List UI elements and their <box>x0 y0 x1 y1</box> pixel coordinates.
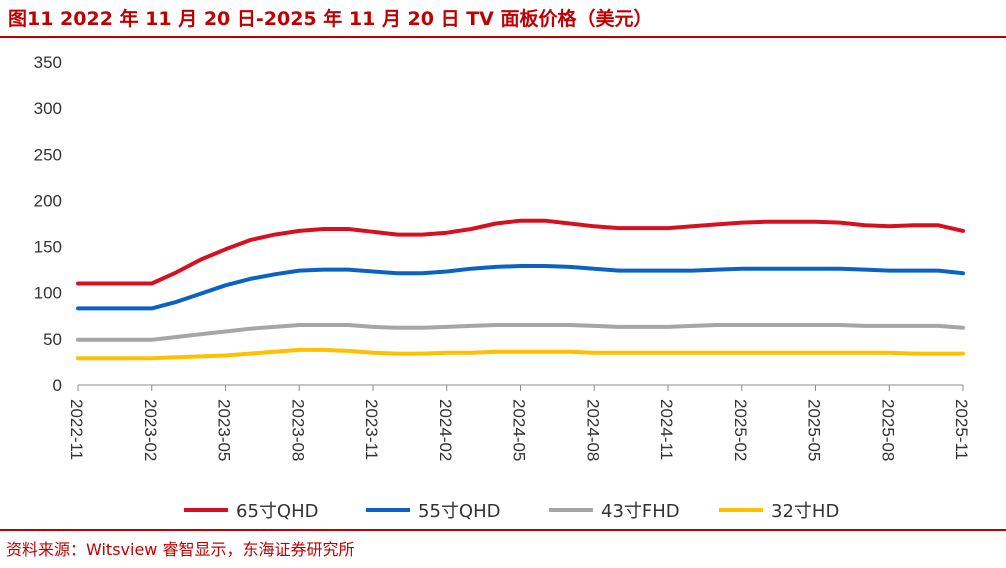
y-tick-label: 250 <box>34 145 62 164</box>
y-tick-label: 350 <box>34 53 62 72</box>
legend-label: 55寸QHD <box>418 501 500 522</box>
legend: 65寸QHD 55寸QHD 43寸FHD 32寸HD <box>184 501 839 522</box>
series-line <box>76 347 965 361</box>
legend-label: 43寸FHD <box>601 501 680 522</box>
legend-label: 65寸QHD <box>236 501 318 522</box>
y-tick-label: 200 <box>34 191 62 210</box>
top-rule <box>0 36 1006 38</box>
x-tick-label: 2022-11 <box>67 399 86 460</box>
source-note: 资料来源：Witsview 睿智显示，东海证券研究所 <box>6 540 355 559</box>
bottom-rule <box>0 529 1006 531</box>
y-tick-label: 100 <box>34 284 62 303</box>
x-tick-label: 2024-08 <box>583 399 602 461</box>
series-line <box>76 323 965 342</box>
x-tick-label: 2024-05 <box>510 399 529 461</box>
series-line <box>76 264 965 311</box>
x-tick-label: 2024-11 <box>657 399 676 460</box>
x-tick-label: 2025-05 <box>805 399 824 461</box>
x-tick-label: 2025-08 <box>878 399 897 461</box>
y-tick-label: 0 <box>53 376 62 395</box>
series-line <box>76 218 965 286</box>
x-tick-label: 2024-02 <box>436 399 455 461</box>
y-tick-label: 50 <box>43 330 62 349</box>
legend-label: 32寸HD <box>771 501 839 522</box>
x-axis: 2022-11 2023-02 2023-05 2023-08 2023-11 2024-… <box>67 384 971 461</box>
y-axis: 0 50 100 150 200 250 300 350 <box>34 53 62 395</box>
x-tick-label: 2023-08 <box>288 399 307 461</box>
x-tick-label: 2023-05 <box>215 399 234 461</box>
y-tick-label: 300 <box>34 99 62 118</box>
x-tick-label: 2025-11 <box>952 399 971 460</box>
chart-title: 图11 2022 年 11 月 20 日-2025 年 11 月 20 日 TV… <box>8 8 653 30</box>
x-tick-label: 2023-02 <box>141 399 160 461</box>
x-tick-label: 2025-02 <box>731 399 750 461</box>
x-tick-label: 2023-11 <box>362 399 381 460</box>
series-lines <box>76 218 965 361</box>
y-tick-label: 150 <box>34 238 62 257</box>
